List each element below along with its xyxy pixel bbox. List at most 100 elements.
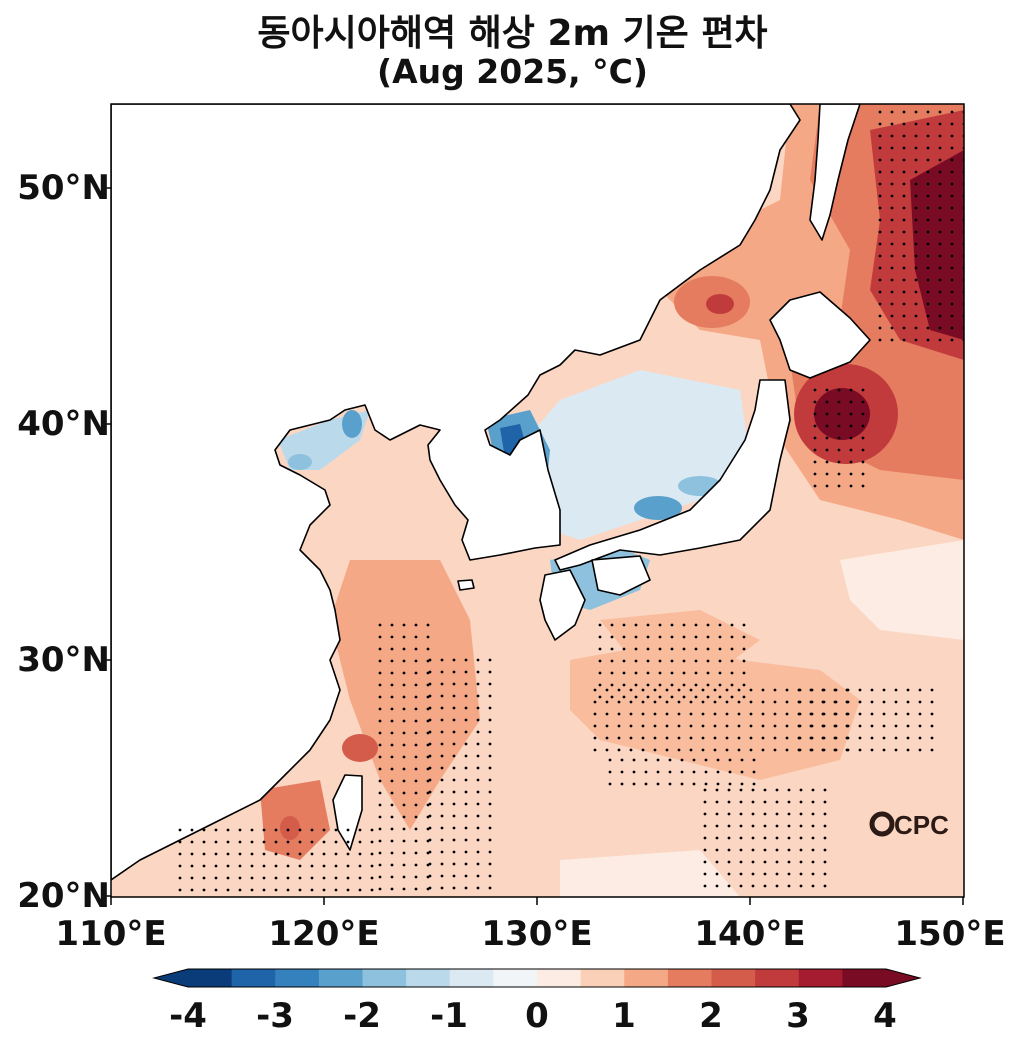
stipple-dot bbox=[390, 719, 394, 723]
stipple-dot bbox=[715, 812, 719, 816]
stipple-dot bbox=[262, 840, 266, 844]
stipple-dot bbox=[322, 864, 326, 868]
stipple-dot bbox=[810, 736, 814, 740]
stipple-dot bbox=[861, 424, 865, 428]
stipple-dot bbox=[902, 146, 906, 150]
stipple-dot bbox=[653, 700, 657, 704]
stipple-dot bbox=[902, 254, 906, 258]
stipple-dot bbox=[715, 800, 719, 804]
stipple-dot bbox=[440, 742, 444, 746]
stipple-dot bbox=[785, 724, 789, 728]
stipple-dot bbox=[378, 755, 382, 759]
stipple-dot bbox=[488, 730, 492, 734]
stipple-dot bbox=[890, 110, 894, 114]
stipple-dot bbox=[894, 700, 898, 704]
stipple-dot bbox=[823, 872, 827, 876]
stipple-dot bbox=[476, 862, 480, 866]
stipple-dot bbox=[890, 134, 894, 138]
stipple-dot bbox=[846, 724, 850, 728]
stipple-dot bbox=[476, 694, 480, 698]
stipple-dot bbox=[858, 748, 862, 752]
stipple-dot bbox=[428, 682, 432, 686]
stipple-dot bbox=[751, 812, 755, 816]
stipple-dot bbox=[751, 788, 755, 792]
stipple-dot bbox=[214, 864, 218, 868]
stipple-dot bbox=[718, 623, 722, 627]
stipple-dot bbox=[950, 278, 954, 282]
stipple-dot bbox=[930, 688, 934, 692]
stipple-dot bbox=[930, 736, 934, 740]
stipple-dot bbox=[476, 658, 480, 662]
stipple-dot bbox=[878, 110, 882, 114]
stipple-dot bbox=[677, 736, 681, 740]
stipple-dot bbox=[742, 695, 746, 699]
colorbar-segment bbox=[580, 969, 625, 987]
stipple-dot bbox=[670, 635, 674, 639]
stipple-dot bbox=[610, 635, 614, 639]
stipple-dot bbox=[677, 700, 681, 704]
stipple-dot bbox=[402, 767, 406, 771]
stipple-dot bbox=[689, 724, 693, 728]
stipple-dot bbox=[704, 770, 708, 774]
stipple-dot bbox=[890, 326, 894, 330]
stipple-dot bbox=[739, 848, 743, 852]
stipple-dot bbox=[593, 688, 597, 692]
stipple-dot bbox=[665, 712, 669, 716]
stipple-dot bbox=[476, 766, 480, 770]
stipple-dot bbox=[811, 824, 815, 828]
stipple-dot bbox=[620, 758, 624, 762]
stipple-dot bbox=[488, 742, 492, 746]
stipple-dot bbox=[428, 838, 432, 842]
stipple-dot bbox=[250, 852, 254, 856]
stipple-dot bbox=[610, 659, 614, 663]
stipple-dot bbox=[918, 712, 922, 716]
stipple-dot bbox=[358, 840, 362, 844]
stipple-dot bbox=[810, 688, 814, 692]
stipple-dot bbox=[701, 712, 705, 716]
stipple-dot bbox=[890, 182, 894, 186]
stipple-dot bbox=[402, 815, 406, 819]
stipple-dot bbox=[629, 688, 633, 692]
stipple-dot bbox=[476, 802, 480, 806]
stipple-dot bbox=[378, 767, 382, 771]
stipple-dot bbox=[298, 864, 302, 868]
stipple-dot bbox=[823, 812, 827, 816]
stipple-dot bbox=[775, 848, 779, 852]
stipple-dot bbox=[370, 876, 374, 880]
stipple-dot bbox=[861, 400, 865, 404]
stipple-dot bbox=[226, 888, 230, 892]
stipple-dot bbox=[926, 122, 930, 126]
stipple-dot bbox=[378, 827, 382, 831]
stipple-dot bbox=[452, 814, 456, 818]
stipple-dot bbox=[950, 230, 954, 234]
stipple-dot bbox=[178, 876, 182, 880]
stipple-dot bbox=[680, 758, 684, 762]
stipple-dot bbox=[775, 800, 779, 804]
stipple-dot bbox=[906, 700, 910, 704]
stipple-dot bbox=[426, 635, 430, 639]
stipple-dot bbox=[298, 876, 302, 880]
colorbar-segment bbox=[275, 969, 320, 987]
stipple-dot bbox=[646, 635, 650, 639]
stipple-dot bbox=[390, 887, 394, 891]
stipple-dot bbox=[938, 254, 942, 258]
stipple-dot bbox=[787, 824, 791, 828]
stipple-dot bbox=[799, 848, 803, 852]
stipple-dot bbox=[878, 218, 882, 222]
stipple-dot bbox=[670, 659, 674, 663]
stipple-dot bbox=[811, 800, 815, 804]
stipple-dot bbox=[799, 860, 803, 864]
stipple-dot bbox=[274, 840, 278, 844]
stipple-dot bbox=[414, 839, 418, 843]
stipple-dot bbox=[390, 839, 394, 843]
lon-tick-150e: 150°E bbox=[894, 914, 1006, 954]
lon-tick-120e: 120°E bbox=[268, 914, 380, 954]
stipple-dot bbox=[749, 688, 753, 692]
colorbar-tick-m1: -1 bbox=[430, 996, 468, 1036]
stipple-dot bbox=[715, 884, 719, 888]
stipple-dot bbox=[773, 688, 777, 692]
stipple-dot bbox=[950, 254, 954, 258]
stipple-dot bbox=[715, 824, 719, 828]
stipple-dot bbox=[634, 683, 638, 687]
stipple-dot bbox=[785, 736, 789, 740]
